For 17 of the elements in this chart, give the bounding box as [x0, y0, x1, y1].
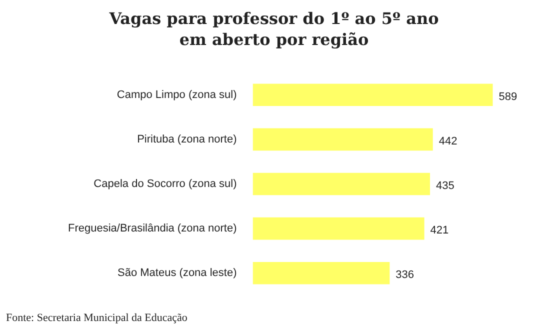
bar	[252, 172, 430, 196]
data-label: 421	[430, 224, 449, 237]
y-tick-label: São Mateus (zona leste)	[118, 267, 237, 280]
bar	[252, 128, 433, 151]
bar	[252, 217, 424, 240]
data-label: 589	[498, 90, 518, 103]
y-tick-label: Freguesia/Brasilândia (zona norte)	[68, 222, 237, 235]
data-label: 435	[436, 180, 454, 192]
bar	[252, 262, 390, 284]
chart-title: Vagas para professor do 1º ao 5º ano em aberto por região	[108, 8, 440, 50]
source-note: Fonte: Secretaria Municipal da Educação	[6, 312, 188, 324]
data-label: 336	[396, 269, 414, 282]
y-tick-label: Campo Limpo (zona sul)	[116, 88, 237, 101]
bar	[252, 84, 493, 106]
y-tick-label: Pirituba (zona norte)	[137, 133, 237, 146]
y-tick-label: Capela do Socorro (zona sul)	[94, 178, 237, 190]
data-label: 442	[438, 135, 458, 148]
